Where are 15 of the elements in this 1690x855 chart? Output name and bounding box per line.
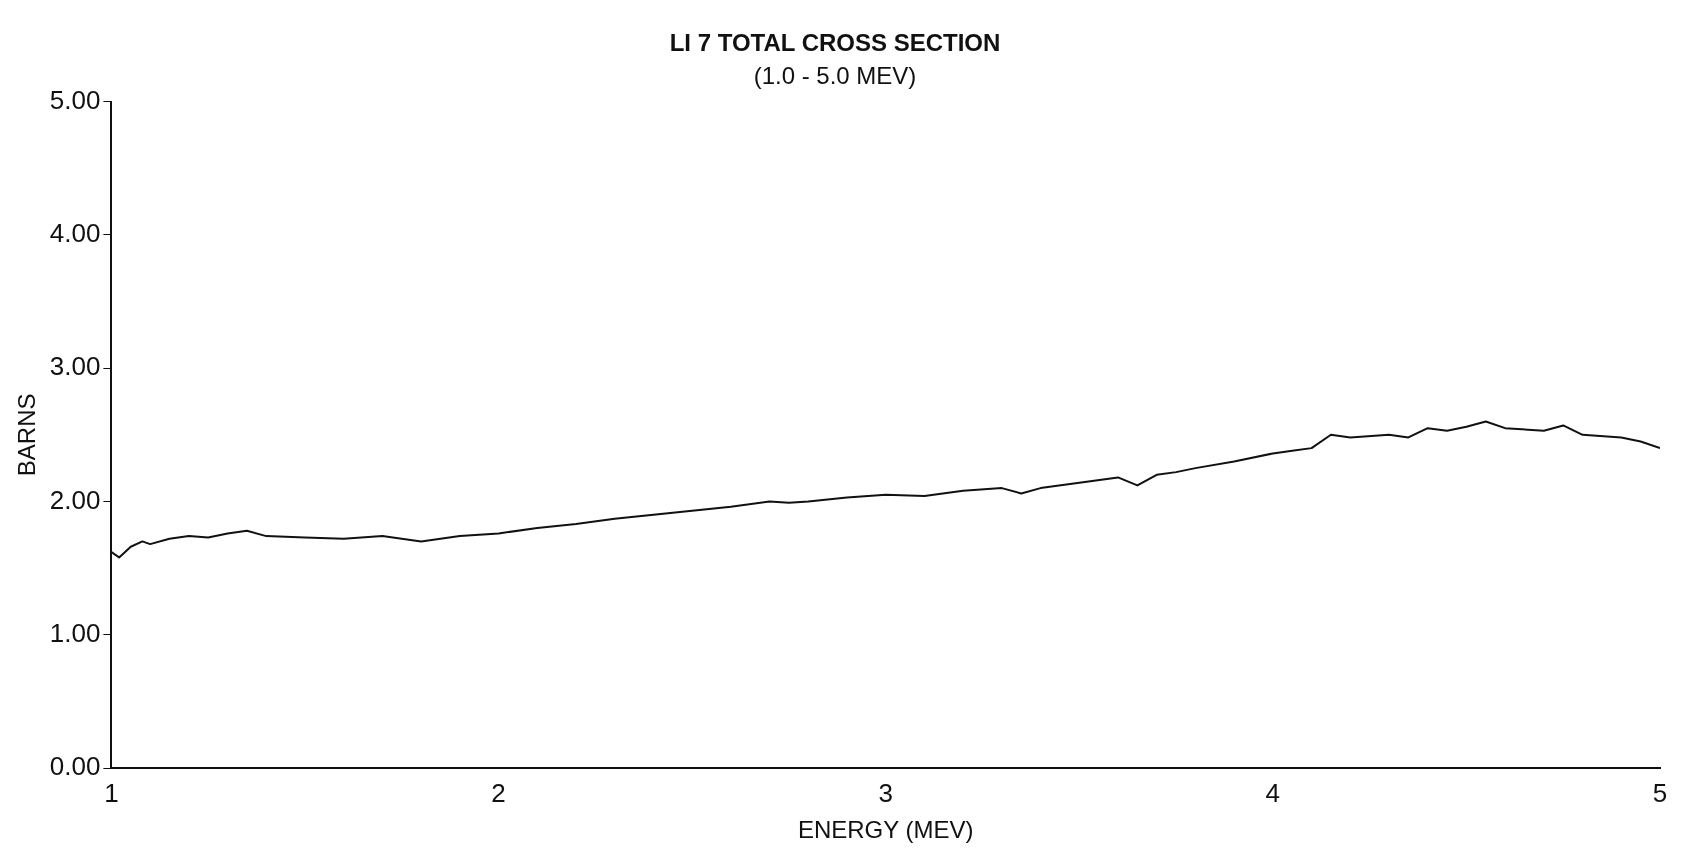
chart-subtitle: (1.0 - 5.0 MEV) bbox=[753, 61, 917, 89]
y-tick-label: 0.00 bbox=[49, 751, 101, 782]
x-axis-title: ENERGY (MEV) bbox=[797, 816, 974, 844]
chart-title: LI 7 TOTAL CROSS SECTION bbox=[669, 29, 1001, 57]
x-tick-label: 2 bbox=[491, 777, 506, 808]
x-tick-label: 3 bbox=[878, 777, 893, 808]
y-tick-label: 1.00 bbox=[49, 617, 101, 648]
y-tick-label: 5.00 bbox=[49, 84, 101, 115]
x-tick-label: 4 bbox=[1265, 777, 1281, 808]
y-tick-label: 2.00 bbox=[49, 484, 101, 515]
y-tick-label: 4.00 bbox=[49, 218, 101, 249]
x-tick-label: 5 bbox=[1652, 777, 1668, 808]
x-tick-label: 1 bbox=[104, 777, 119, 808]
y-tick-label: 3.00 bbox=[49, 351, 101, 382]
y-axis-title: BARNS bbox=[13, 393, 41, 477]
